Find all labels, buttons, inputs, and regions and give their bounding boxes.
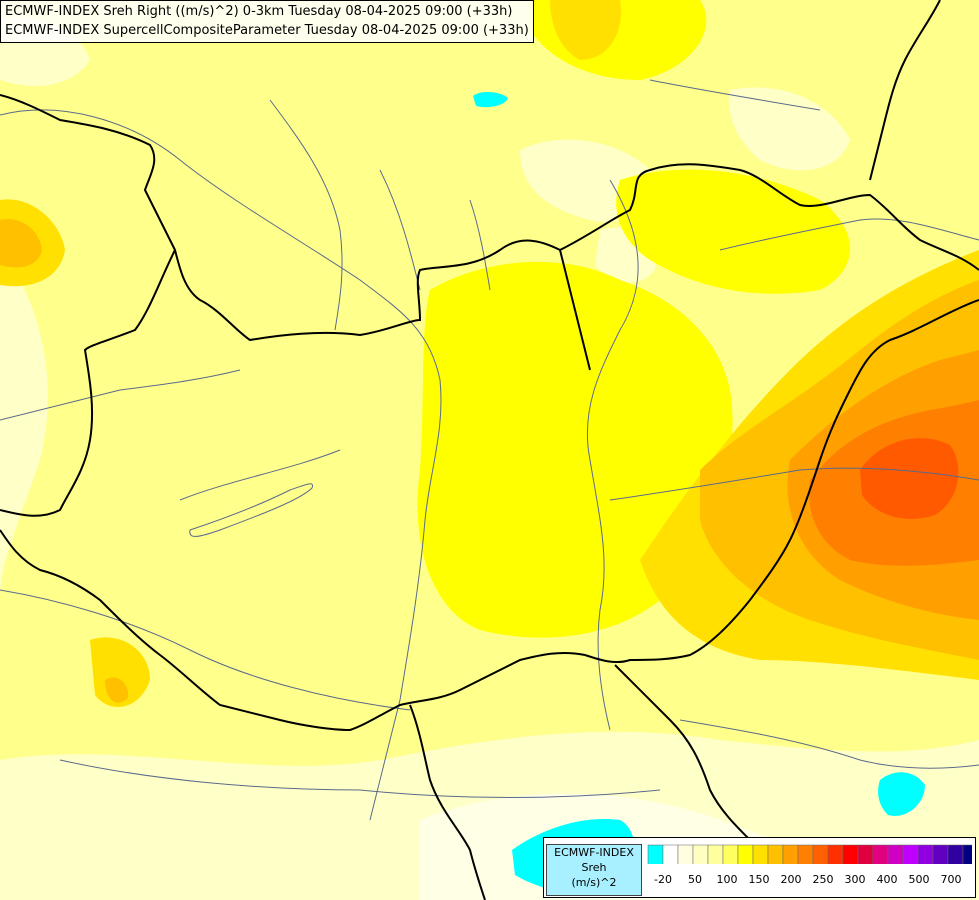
sreh-area-pale-northeast xyxy=(728,87,850,171)
legend-swatch xyxy=(752,844,769,864)
legend-swatch xyxy=(842,844,859,864)
sreh-area-gold-southwest xyxy=(90,637,150,707)
legend-swatch xyxy=(707,844,724,864)
legend-swatch xyxy=(917,844,934,864)
legend-swatch xyxy=(782,844,799,864)
legend-swatch xyxy=(722,844,739,864)
border-south-2 xyxy=(409,704,486,900)
border-south-east xyxy=(614,664,751,841)
legend-tick-label: 100 xyxy=(716,873,738,886)
legend-swatch xyxy=(797,844,814,864)
river-east xyxy=(719,218,979,251)
legend-tick-label: 150 xyxy=(748,873,770,886)
legend-swatch xyxy=(902,844,919,864)
sreh-area-amber-southwest xyxy=(105,677,129,703)
legend-tick-label: 50 xyxy=(688,873,702,886)
legend-swatches xyxy=(647,844,972,864)
rivers xyxy=(0,79,979,821)
legend-swatch xyxy=(887,844,904,864)
color-legend: ECMWF-INDEX Sreh (m/s)^2 -20 50 100 150 200 2… xyxy=(543,837,976,898)
legend-swatch xyxy=(692,844,709,864)
legend-tick-label: 400 xyxy=(876,873,898,886)
river-hron xyxy=(469,199,491,291)
river-north xyxy=(269,99,343,331)
border-north-west xyxy=(0,94,979,342)
map-title-line-2: ECMWF-INDEX SupercellCompositeParameter … xyxy=(5,23,529,38)
river-vah xyxy=(379,169,421,291)
legend-swatch xyxy=(932,844,949,864)
legend-swatch xyxy=(647,844,664,864)
legend-tick-label: 500 xyxy=(908,873,930,886)
border-north xyxy=(869,0,941,181)
river-tisza xyxy=(586,179,639,731)
river-danube xyxy=(0,109,442,821)
legend-swatch xyxy=(827,844,844,864)
river-west xyxy=(0,369,241,421)
river-zala xyxy=(179,449,341,501)
legend-swatch xyxy=(947,844,964,864)
legend-tick-label: 200 xyxy=(780,873,802,886)
border-east xyxy=(584,299,979,664)
map-title-box: ECMWF-INDEX Sreh Right ((m/s)^2) 0-3km T… xyxy=(0,0,534,43)
border-west xyxy=(0,249,176,517)
legend-tick-label: 300 xyxy=(844,873,866,886)
border-south xyxy=(0,529,586,732)
sreh-area-red-orange-east xyxy=(860,438,959,519)
legend-label-line-3: (m/s)^2 xyxy=(571,876,617,889)
river-drava xyxy=(0,589,411,711)
sreh-area-cyan-north xyxy=(473,92,508,108)
legend-label-line-2: Sreh xyxy=(581,861,607,874)
sreh-area-amber-west xyxy=(0,219,42,268)
border-north-2 xyxy=(559,249,591,371)
legend-tick-label: 250 xyxy=(812,873,834,886)
map-title-line-1: ECMWF-INDEX Sreh Right ((m/s)^2) 0-3km T… xyxy=(5,4,513,19)
legend-tick-label: 700 xyxy=(940,873,962,886)
legend-swatch xyxy=(962,844,972,864)
legend-label-line-1: ECMWF-INDEX xyxy=(554,846,634,859)
legend-swatch xyxy=(857,844,874,864)
legend-tick-label: -20 xyxy=(654,873,672,886)
river-northeast xyxy=(649,79,821,111)
river-mures xyxy=(609,467,979,501)
river-south-east xyxy=(679,719,979,769)
legend-label-box: ECMWF-INDEX Sreh (m/s)^2 xyxy=(546,844,642,896)
legend-swatch xyxy=(662,844,679,864)
legend-swatch xyxy=(677,844,694,864)
legend-swatch xyxy=(812,844,829,864)
river-sava xyxy=(59,759,661,798)
sreh-area-gold-north xyxy=(550,0,621,60)
legend-swatch xyxy=(737,844,754,864)
legend-swatch xyxy=(872,844,889,864)
legend-swatch xyxy=(767,844,784,864)
sreh-area-cyan-southeast xyxy=(878,772,925,816)
lake-balaton xyxy=(189,483,314,537)
